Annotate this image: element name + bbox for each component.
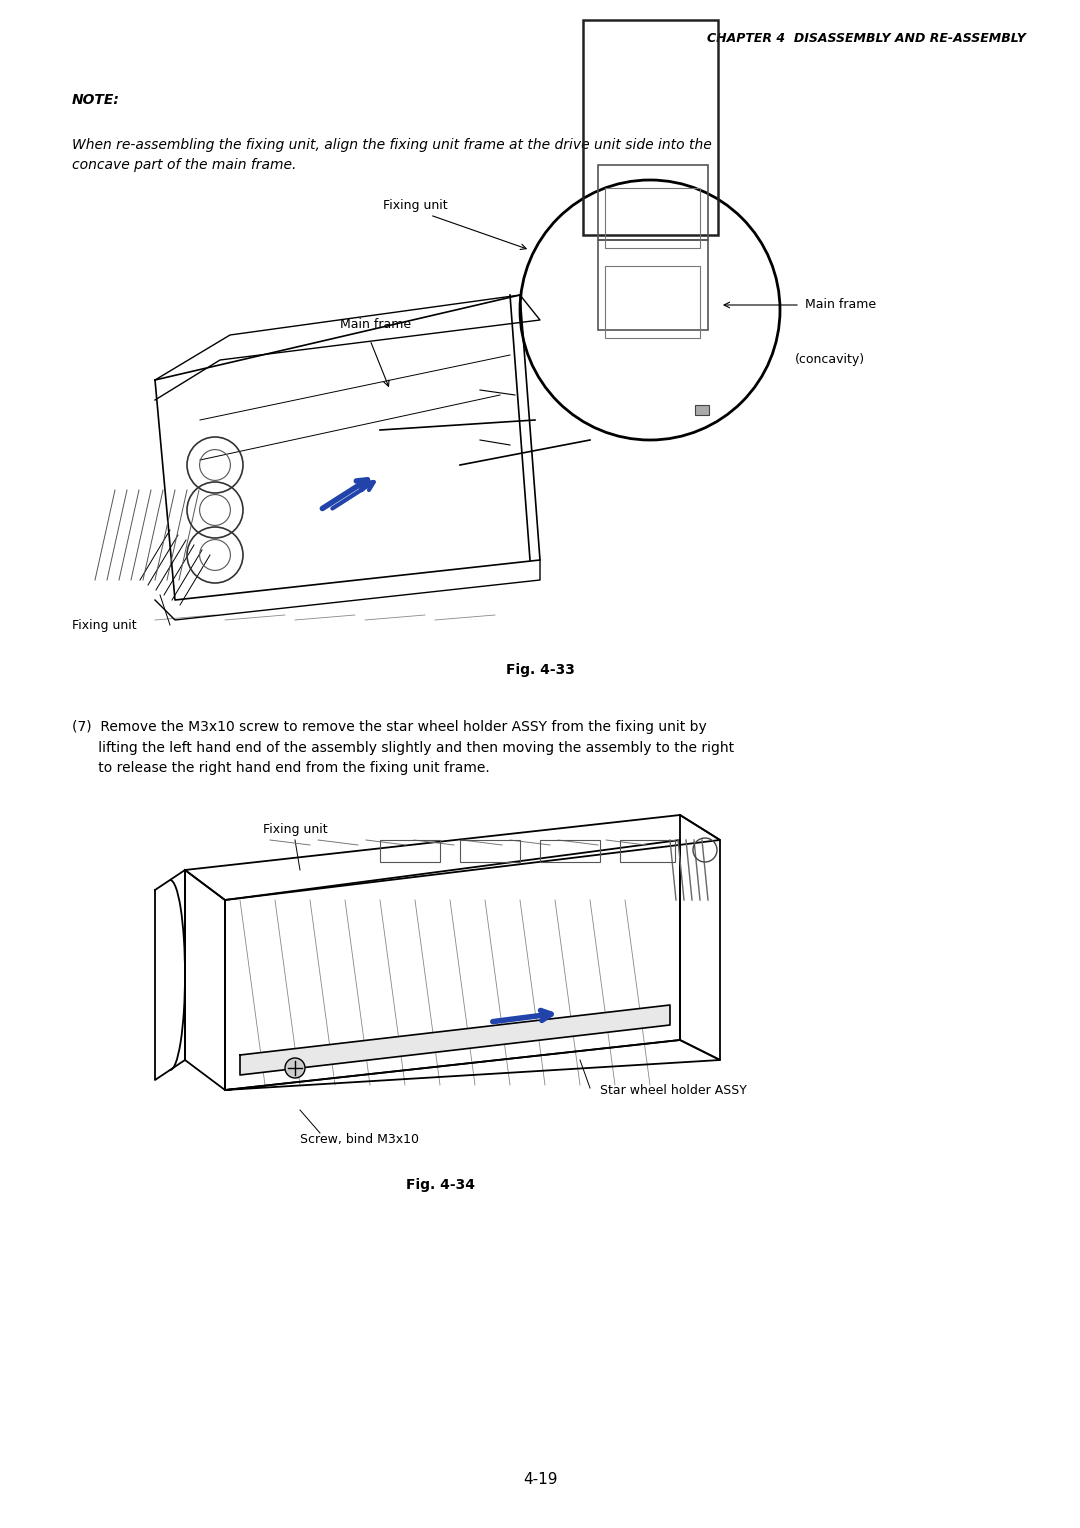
Text: Main frame: Main frame	[805, 298, 876, 312]
FancyArrowPatch shape	[492, 1010, 551, 1022]
Text: When re-assembling the fixing unit, align the fixing unit frame at the drive uni: When re-assembling the fixing unit, alig…	[72, 138, 712, 171]
Text: (concavity): (concavity)	[795, 353, 865, 367]
Bar	[598, 165, 708, 240]
Bar	[583, 20, 718, 235]
Text: CHAPTER 4  DISASSEMBLY AND RE-ASSEMBLY: CHAPTER 4 DISASSEMBLY AND RE-ASSEMBLY	[707, 32, 1026, 44]
Text: Fixing unit: Fixing unit	[382, 199, 447, 211]
Text: Fixing unit: Fixing unit	[72, 619, 137, 631]
Text: (7)  Remove the M3x10 screw to remove the star wheel holder ASSY from the fixing: (7) Remove the M3x10 screw to remove the…	[72, 720, 734, 775]
FancyArrowPatch shape	[322, 480, 367, 509]
Text: Fig. 4-33: Fig. 4-33	[505, 663, 575, 677]
Bar	[460, 840, 519, 862]
Text: Star wheel holder ASSY: Star wheel holder ASSY	[600, 1083, 747, 1097]
Text: NOTE:: NOTE:	[72, 93, 120, 107]
Text: 4-19: 4-19	[523, 1473, 557, 1487]
Bar	[696, 405, 708, 416]
Circle shape	[285, 1057, 305, 1077]
Polygon shape	[240, 1005, 670, 1076]
Bar	[620, 840, 675, 862]
Bar	[605, 188, 700, 248]
Text: Fixing unit: Fixing unit	[262, 824, 327, 836]
Bar	[540, 840, 600, 862]
Text: Fig. 4-34: Fig. 4-34	[405, 1178, 474, 1192]
Bar	[605, 266, 700, 338]
Text: Main frame: Main frame	[340, 318, 411, 332]
Bar	[598, 240, 708, 330]
Bar	[380, 840, 440, 862]
Text: Screw, bind M3x10: Screw, bind M3x10	[300, 1134, 419, 1146]
